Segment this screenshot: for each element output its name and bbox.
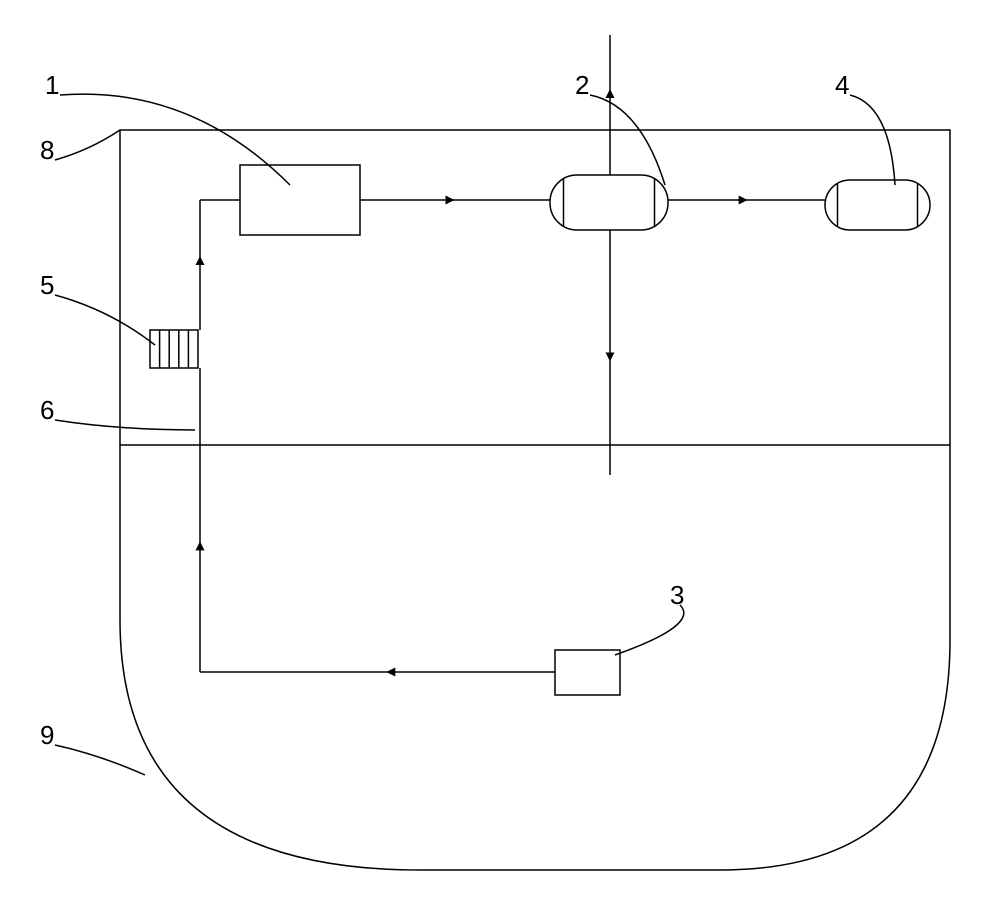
leader-n9 [55,745,145,775]
label-n9: 9 [40,720,54,751]
component-1 [240,165,360,235]
component-4 [825,180,930,230]
label-n1: 1 [45,70,59,101]
label-n2: 2 [575,70,589,101]
deck-outline [120,130,950,445]
component-2 [550,175,668,230]
label-n3: 3 [670,580,684,611]
label-n5: 5 [40,270,54,301]
flow-f5to1_v-arrow [196,256,205,265]
label-n4: 4 [835,70,849,101]
leader-n2 [590,95,665,185]
label-n8: 8 [40,135,54,166]
flow-f3left-arrow [386,668,395,677]
component-3 [555,650,620,695]
component-5 [150,330,198,368]
leader-n8 [55,130,120,160]
flow-f1to2-arrow [446,196,455,205]
flow-f2to4-arrow [739,196,748,205]
leader-n5 [55,295,155,345]
diagram-canvas: 1 2 3 4 5 6 8 9 [0,0,1000,909]
flow-f2up-arrow [606,89,615,98]
leader-n6 [55,420,195,430]
leader-n4 [850,95,895,185]
label-n6: 6 [40,395,54,426]
leader-n1 [60,94,290,185]
leader-n3 [615,605,684,655]
flow-f2down-arrow [606,353,615,362]
flow-fleft_up1-arrow [196,541,205,550]
hull-outline [120,445,950,870]
diagram-svg [0,0,1000,909]
